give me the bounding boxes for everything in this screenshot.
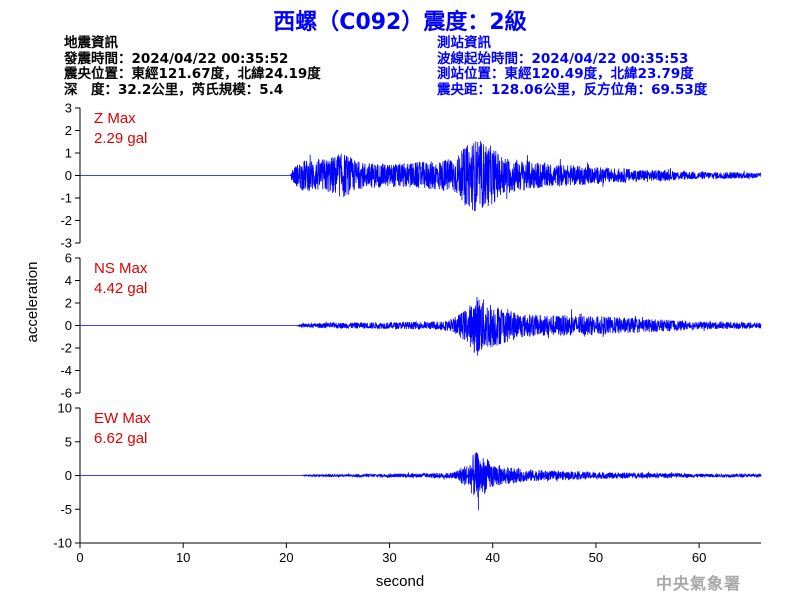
y-tick-label: -5 (60, 502, 72, 517)
trace-ns (80, 296, 762, 356)
y-tick-label: 0 (65, 318, 72, 333)
wave-start-time: 波線起始時間：2024/04/22 00:35:53 (437, 50, 689, 67)
y-tick-label: 0 (65, 168, 72, 183)
trace-z (80, 141, 762, 212)
y-tick-label: -4 (60, 363, 72, 378)
max-label-z: Z Max (94, 110, 136, 127)
max-value-z: 2.29 gal (94, 130, 147, 147)
y-tick-label: 10 (58, 401, 72, 416)
y-tick-label: 3 (65, 101, 72, 116)
y-tick-label: -6 (60, 386, 72, 401)
depth-magnitude: 深 度：32.2公里，芮氏規模：5.4 (64, 81, 284, 98)
y-tick-label: 6 (65, 251, 72, 266)
earthquake-info-heading: 地震資訊 (64, 35, 118, 51)
y-tick-label: 4 (65, 273, 72, 288)
station-location: 測站位置：東經120.49度，北緯23.79度 (437, 66, 694, 82)
max-label-ns: NS Max (94, 260, 148, 277)
x-tick-label: 40 (485, 550, 499, 565)
trace-ew (80, 452, 762, 511)
y-tick-label: 2 (65, 123, 72, 138)
x-tick-label: 60 (692, 550, 706, 565)
y-tick-label: 2 (65, 296, 72, 311)
y-tick-label: 5 (65, 434, 72, 449)
y-tick-label: -2 (60, 213, 72, 228)
y-axis-label: acceleration (24, 262, 41, 343)
x-tick-label: 30 (382, 550, 396, 565)
max-value-ns: 4.42 gal (94, 280, 147, 297)
y-tick-label: -10 (53, 536, 72, 551)
station-info-heading: 測站資訊 (437, 35, 491, 51)
x-tick-label: 20 (279, 550, 293, 565)
y-tick-label: -1 (60, 191, 72, 206)
x-tick-label: 50 (589, 550, 603, 565)
x-tick-label: 10 (176, 550, 190, 565)
y-tick-label: 1 (65, 146, 72, 161)
epicenter-location: 震央位置：東經121.67度，北緯24.19度 (64, 66, 321, 82)
y-tick-label: 0 (65, 468, 72, 483)
y-tick-label: -2 (60, 341, 72, 356)
agency-watermark: 中央氣象署 (656, 574, 742, 593)
y-tick-label: -3 (60, 236, 72, 251)
origin-time: 發震時間：2024/04/22 00:35:52 (64, 50, 289, 67)
max-label-ew: EW Max (94, 410, 151, 427)
chart-title: 西螺（C092）震度：2級 (273, 10, 527, 35)
max-value-ew: 6.62 gal (94, 430, 147, 447)
x-axis-label: second (376, 573, 424, 590)
x-tick-label: 0 (76, 550, 83, 565)
distance-azimuth: 震央距：128.06公里，反方位角：69.53度 (437, 81, 708, 98)
earthquake-info-block: 地震資訊 發震時間：2024/04/22 00:35:52 震央位置：東經121… (64, 35, 321, 98)
station-info-block: 測站資訊 波線起始時間：2024/04/22 00:35:53 測站位置：東經1… (437, 35, 708, 98)
